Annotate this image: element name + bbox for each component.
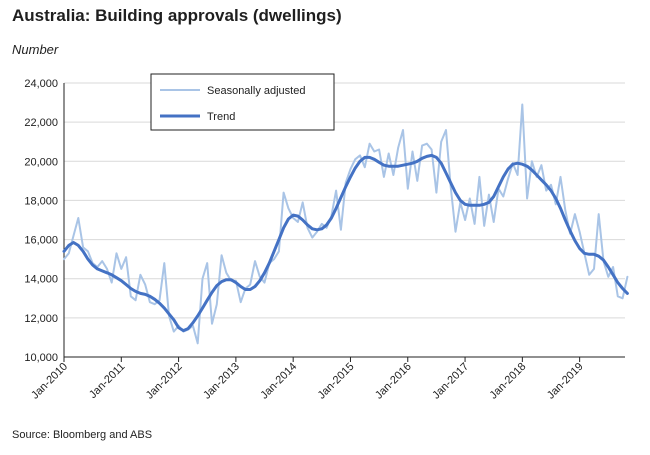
x-tick-label: Jan-2016: [373, 361, 414, 402]
axes: [63, 83, 625, 362]
x-tick-label: Jan-2015: [316, 361, 357, 402]
y-tick-label: 16,000: [24, 235, 58, 247]
x-tick-labels: Jan-2010 Jan-2011 Jan-2012 Jan-2013 Jan-2014…: [29, 361, 586, 402]
y-tick-label: 14,000: [24, 274, 58, 286]
y-unit-label: Number: [12, 42, 59, 57]
x-tick-label: Jan-2019: [545, 361, 586, 402]
y-tick-labels: 10,000 12,000 14,000 16,000 18,000 20,000 22,0…: [24, 78, 58, 364]
x-tick-label: Jan-2011: [87, 361, 127, 401]
legend: Seasonally adjusted Trend: [150, 73, 335, 131]
series-line-seasonally-adjusted: [63, 103, 629, 345]
legend-label-seasonally-adjusted: Seasonally adjusted: [207, 85, 305, 97]
legend-label-trend: Trend: [207, 111, 235, 123]
source-note: Source: Bloomberg and ABS: [12, 429, 153, 441]
y-tick-label: 20,000: [24, 156, 58, 168]
legend-box: [150, 73, 335, 131]
chart-title: Australia: Building approvals (dwellings…: [12, 6, 342, 25]
y-tick-label: 12,000: [24, 313, 58, 325]
x-tick-label: Jan-2010: [29, 361, 70, 402]
y-tick-label: 18,000: [24, 195, 58, 207]
y-tick-label: 22,000: [24, 117, 58, 129]
x-tick-label: Jan-2017: [430, 361, 471, 402]
x-tick-label: Jan-2018: [488, 361, 529, 402]
x-tick-label: Jan-2012: [144, 361, 185, 402]
x-tick-label: Jan-2013: [201, 361, 242, 402]
x-tick-label: Jan-2014: [258, 361, 299, 402]
series-line-trend: [62, 153, 629, 333]
y-tick-label: 10,000: [24, 352, 58, 364]
series-lines: [62, 103, 629, 345]
y-tick-label: 24,000: [24, 78, 58, 90]
